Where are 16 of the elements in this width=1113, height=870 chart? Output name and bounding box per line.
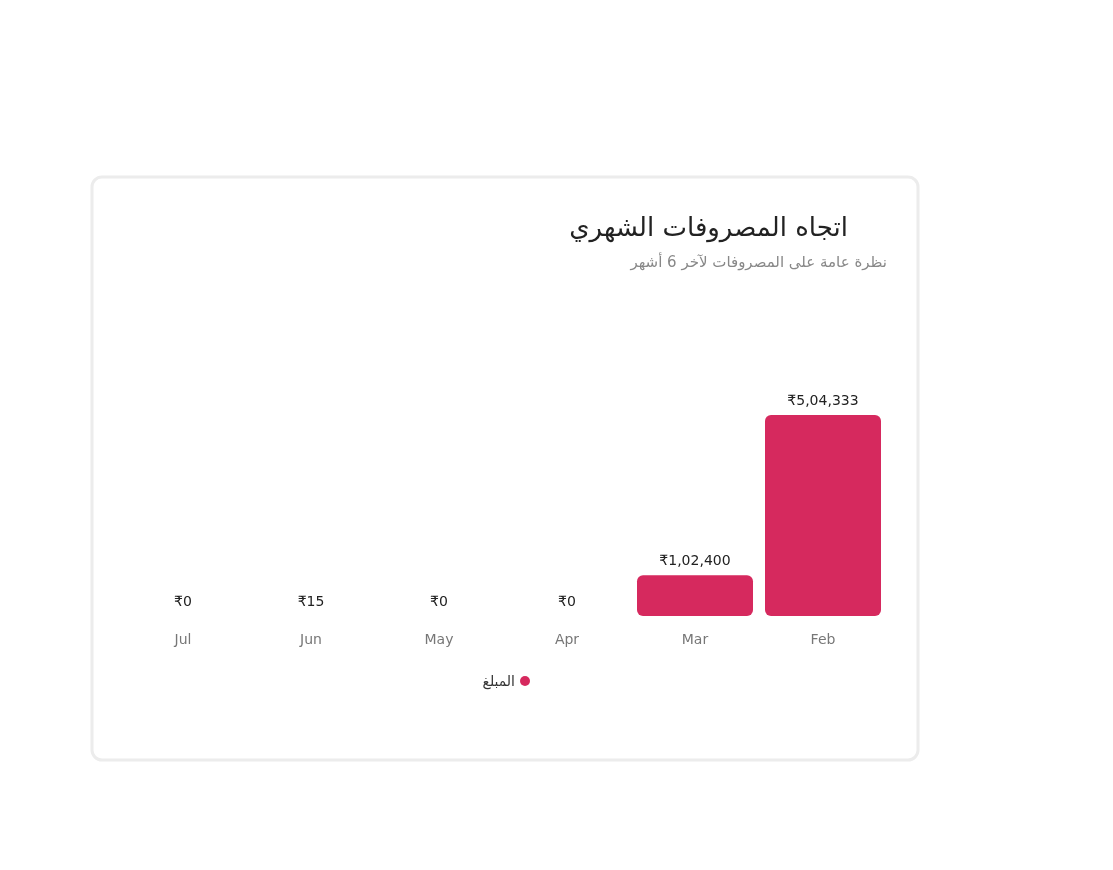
data-label: ₹1,02,400 [659,552,731,569]
x-tick-label: Jul [173,631,192,647]
legend-label: المبلغ [482,673,515,690]
chart-subtitle: نظرة عامة على المصروفات لآخر 6 أشهر [629,252,887,271]
x-tick-label: Jun [299,631,322,647]
data-label: ₹0 [174,593,192,609]
x-tick-label: Apr [554,631,580,647]
data-label: ₹0 [558,593,576,609]
data-label: ₹0 [430,593,448,609]
data-label: ₹15 [297,592,325,609]
x-tick-label: Mar [681,631,709,647]
data-label: ₹5,04,333 [787,392,859,408]
x-tick-label: May [424,631,454,647]
x-tick-label: Feb [810,631,836,647]
legend: المبلغ [482,673,530,689]
chart-title: اتجاه المصروفات الشهري [569,212,848,243]
